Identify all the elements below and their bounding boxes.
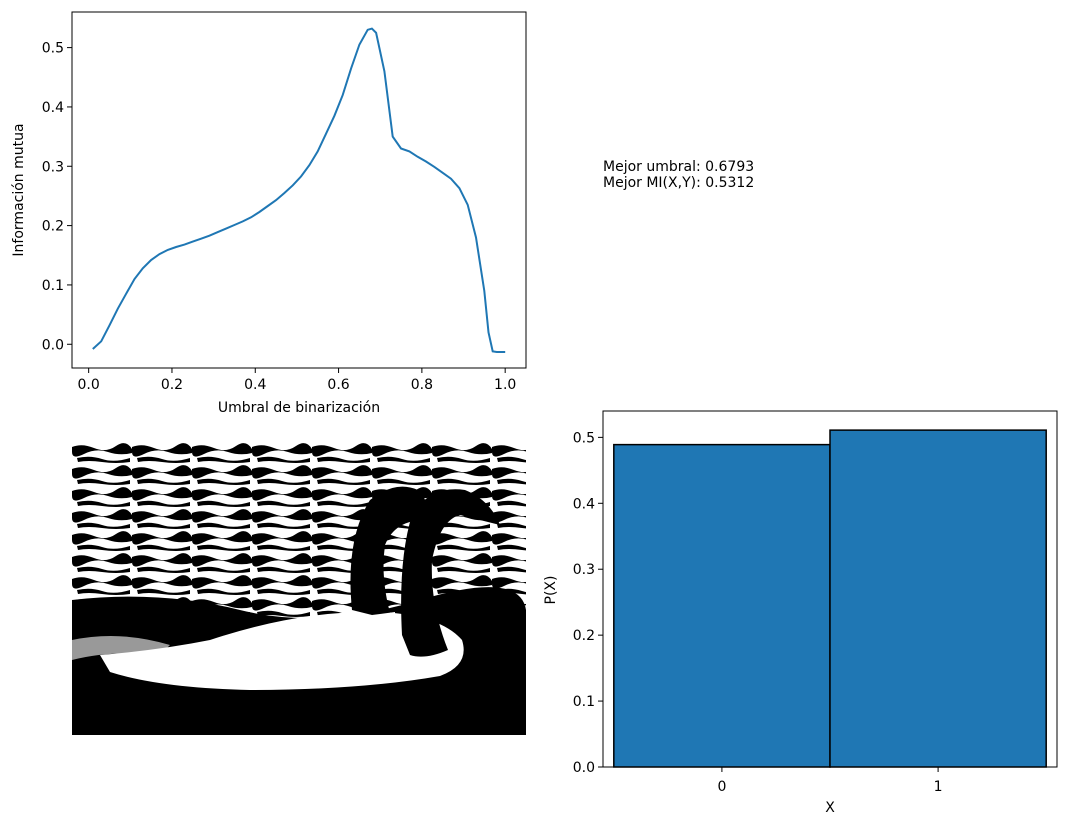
water-highlight [72,636,170,660]
mi-line-plot: 0.0 0.1 0.2 0.3 0.4 0.5 0.0 0.2 0.4 0.6 0.8 1.0 Um… [11,11,527,416]
best-threshold-text: Mejor umbral: 0.6793 [603,159,755,175]
line-ytick-label: 0.4 [42,100,64,116]
binarized-swan-image [72,443,526,735]
bar-ytick-label: 0.3 [573,562,595,578]
bar-ytick-label: 0.2 [573,628,595,644]
line-ytick-label: 0.1 [42,278,64,294]
bar-plot-yticks: 0.0 0.1 0.2 0.3 0.4 0.5 [573,430,603,776]
best-mi-text: Mejor MI(X,Y): 0.5312 [603,175,755,191]
line-ytick-label: 0.2 [42,219,64,235]
bar-plot-ylabel: P(X) [543,576,559,605]
bar-xtick-label: 1 [934,779,943,795]
line-xtick-label: 0.0 [78,377,100,393]
line-plot-xticks: 0.0 0.2 0.4 0.6 0.8 1.0 [78,368,516,393]
line-ytick-label: 0.3 [42,159,64,175]
bar-ytick-label: 0.4 [573,496,595,512]
bar-1 [829,429,1047,768]
bar-plot-xlabel: X [825,800,835,816]
bar-ytick-label: 0.0 [573,760,595,776]
line-plot-background [72,12,526,368]
line-ytick-label: 0.5 [42,41,64,57]
bar-0 [613,443,831,768]
bar-ytick-label: 0.5 [573,430,595,446]
bar-xtick-label: 0 [717,779,726,795]
line-xtick-label: 0.6 [327,377,349,393]
line-xtick-label: 0.8 [411,377,433,393]
line-ytick-label: 0.0 [42,337,64,353]
line-plot-frame [71,11,527,369]
line-plot-yticks: 0.0 0.1 0.2 0.3 0.4 0.5 [42,41,72,353]
bar-plot-bars [613,429,1047,768]
bar-plot-frame [602,410,1058,768]
mi-curve [92,27,506,353]
best-threshold-info: Mejor umbral: 0.6793 Mejor MI(X,Y): 0.531… [603,159,754,191]
swan-body [100,611,464,690]
line-plot-ylabel: Información mutua [11,123,27,256]
line-xtick-label: 0.2 [161,377,183,393]
swan-neck-left [350,486,427,620]
swan-neck-right [401,489,500,657]
line-xtick-label: 1.0 [494,377,516,393]
neck-gap [372,612,395,630]
line-plot-xlabel: Umbral de binarización [218,400,380,416]
line-xtick-label: 0.4 [244,377,266,393]
bar-ytick-label: 0.1 [573,694,595,710]
